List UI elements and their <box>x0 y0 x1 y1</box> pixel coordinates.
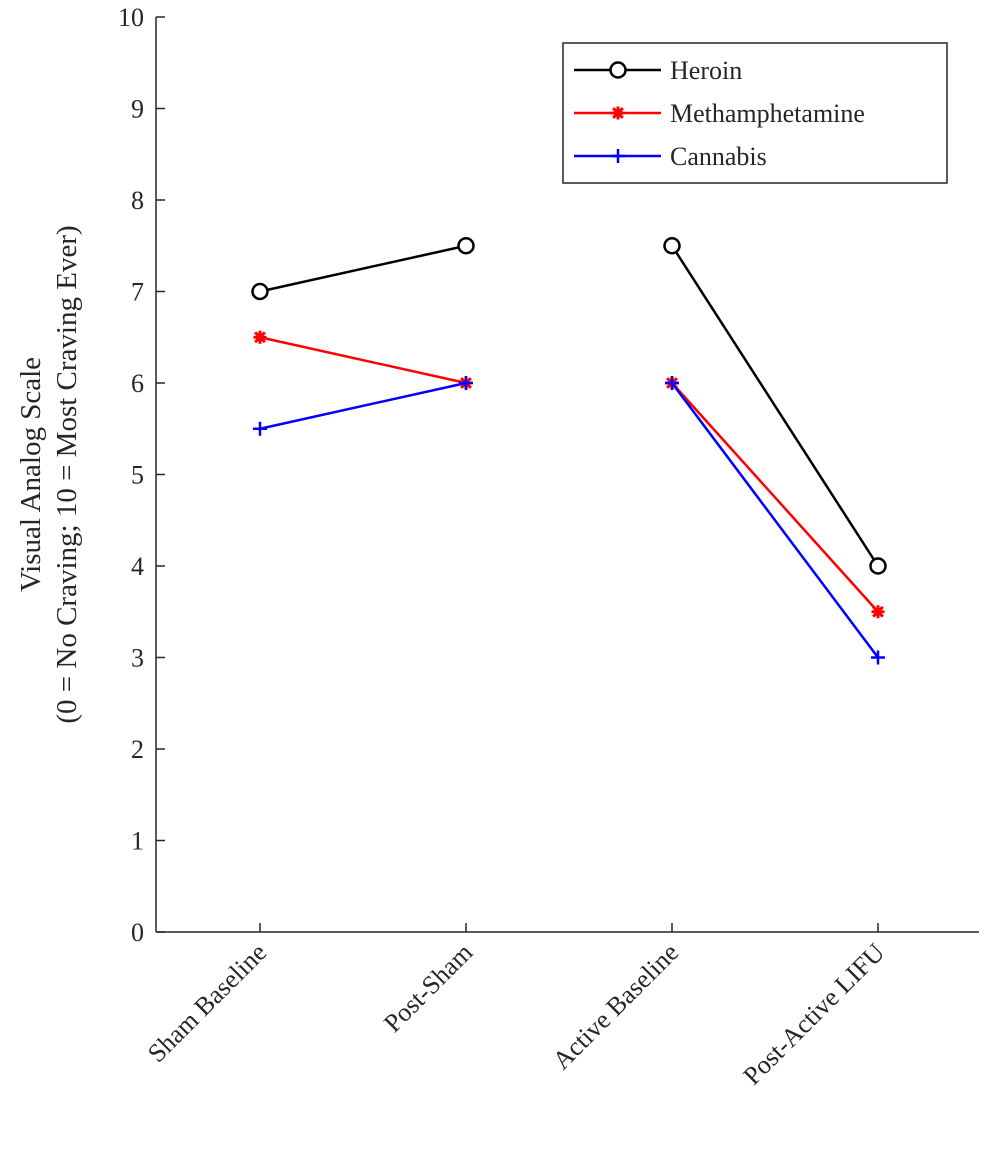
series-line-segment <box>671 382 879 659</box>
data-point-marker <box>457 237 475 255</box>
data-point-marker <box>609 61 627 79</box>
series-line-segment <box>259 381 467 430</box>
x-tick-label: Post-Active LIFU <box>737 938 890 1091</box>
y-tick-label: 10 <box>118 3 144 32</box>
series-line-segment <box>259 336 467 385</box>
y-tick-label: 6 <box>131 369 144 398</box>
x-tick-label: Post-Sham <box>378 938 478 1038</box>
y-tick-label: 0 <box>131 918 144 947</box>
series-line-segment <box>670 245 880 567</box>
y-axis-title: Visual Analog Scale <box>15 357 47 592</box>
legend-item: Methamphetamine <box>574 99 865 128</box>
data-point-marker <box>869 557 887 575</box>
x-tick-label: Sham Baseline <box>142 938 272 1068</box>
data-point-marker <box>871 650 885 665</box>
legend-label: Cannabis <box>670 142 767 171</box>
y-tick-label: 3 <box>131 644 144 673</box>
y-tick-label: 2 <box>131 735 144 764</box>
y-tick-label: 5 <box>131 461 144 490</box>
data-point-marker <box>611 149 625 163</box>
data-point-marker <box>871 605 885 619</box>
x-tick-label: Active Baseline <box>547 938 684 1075</box>
plot-area <box>251 237 887 665</box>
marker-stroke <box>872 605 884 618</box>
legend: Heroin Methamphetamine Cannabis <box>562 42 948 184</box>
series-methamphetamine <box>253 330 885 619</box>
series-line-segment <box>259 244 467 293</box>
data-point-marker <box>663 237 681 255</box>
series-line-segment <box>671 382 879 613</box>
legend-item: Cannabis <box>574 142 767 171</box>
legend-label: Methamphetamine <box>670 99 865 128</box>
y-tick-label: 4 <box>131 552 144 581</box>
series-cannabis <box>253 376 885 665</box>
y-tick-label: 1 <box>131 827 144 856</box>
y-tick-label: 8 <box>131 186 144 215</box>
data-point-marker <box>253 330 267 344</box>
legend-item: Heroin <box>574 56 742 85</box>
series-heroin <box>251 237 887 575</box>
data-point-marker <box>251 282 269 301</box>
data-point-marker <box>459 376 473 390</box>
data-point-marker <box>253 421 267 436</box>
legend-label: Heroin <box>670 56 742 85</box>
legend-box <box>562 42 948 184</box>
marker-stroke <box>254 331 266 344</box>
data-point-marker <box>665 376 679 390</box>
data-point-marker <box>611 106 625 120</box>
y-tick-label: 7 <box>131 278 144 307</box>
y-axis-title: (0 = No Craving; 10 = Most Craving Ever) <box>51 225 83 723</box>
y-tick-label: 9 <box>131 95 144 124</box>
marker-stroke <box>612 107 624 119</box>
